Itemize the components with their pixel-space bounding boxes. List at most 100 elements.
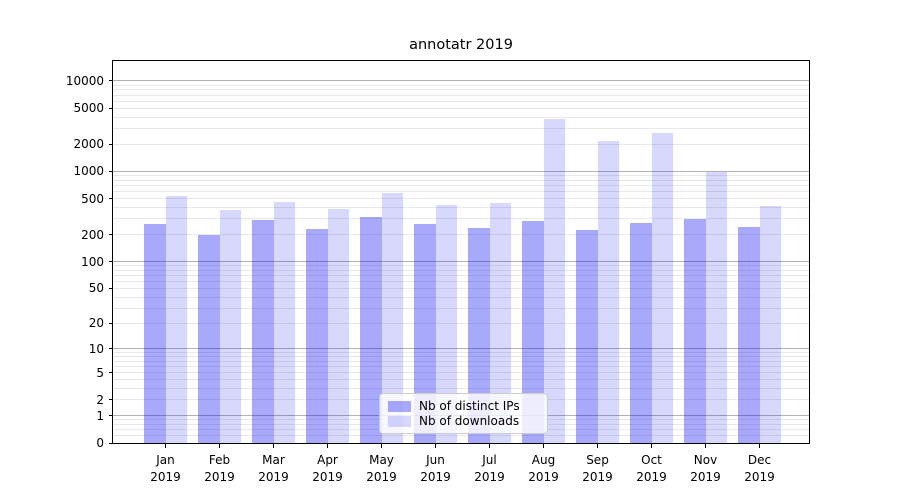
y-axis-tick <box>109 198 113 200</box>
legend-label-downloads: Nb of downloads <box>419 414 520 428</box>
major-gridline <box>113 261 809 263</box>
minor-gridline <box>113 191 809 192</box>
x-label-month: Jul <box>482 453 497 467</box>
downloads-bar-dec <box>759 206 781 443</box>
minor-gridline <box>113 94 809 96</box>
x-label-month: Aug <box>531 453 556 467</box>
minor-gridline <box>113 269 809 271</box>
y-axis-tick-label: 2 <box>96 392 104 407</box>
downloads-bar-nov <box>705 172 727 443</box>
downloads-bar-feb <box>219 209 241 443</box>
downloads-bar-aug <box>543 118 565 443</box>
x-label-month: Jun <box>426 453 445 467</box>
x-axis-tick <box>165 444 166 448</box>
y-axis-tick <box>109 415 113 417</box>
y-axis-tick <box>109 170 113 172</box>
y-axis-tick-label: 50 <box>88 281 104 296</box>
major-gridline <box>113 170 809 172</box>
minor-gridline <box>113 388 809 389</box>
downloads-bar-sep <box>597 140 619 443</box>
minor-gridline <box>113 184 809 186</box>
minor-gridline <box>113 234 809 236</box>
x-label-year: 2019 <box>150 469 181 484</box>
ips-bar-oct <box>630 222 652 443</box>
x-label-month: Oct <box>641 453 662 467</box>
minor-gridline <box>113 280 809 282</box>
x-label-month: Apr <box>317 453 338 467</box>
x-axis-tick-label: Apr 2019 <box>298 452 358 485</box>
minor-gridline <box>113 143 809 145</box>
x-axis-tick-label: Mar 2019 <box>244 452 304 485</box>
downloads-bar-jul <box>489 203 511 443</box>
legend-item-downloads: Nb of downloads <box>388 414 538 428</box>
x-label-month: Mar <box>262 453 285 467</box>
ips-bar-mar <box>252 220 274 443</box>
downloads-bar-apr <box>327 208 349 443</box>
minor-gridline <box>113 366 809 368</box>
x-label-month: Dec <box>747 453 772 467</box>
chart-title: annotatr 2019 <box>409 37 513 53</box>
x-label-year: 2019 <box>366 469 397 484</box>
minor-gridline <box>113 175 809 177</box>
y-axis-tick <box>109 143 113 145</box>
x-axis-tick <box>543 444 544 448</box>
ips-bar-nov <box>684 219 706 443</box>
minor-gridline <box>113 89 809 91</box>
y-axis-tick-label: 10 <box>88 341 104 356</box>
ips-bar-dec <box>738 227 760 443</box>
x-axis-tick-label: Dec 2019 <box>730 452 790 485</box>
y-axis-tick-label: 500 <box>81 191 104 206</box>
major-gridline <box>113 80 809 82</box>
minor-gridline <box>113 307 809 309</box>
plot-area <box>113 61 809 443</box>
y-axis-tick <box>109 287 113 289</box>
minor-gridline <box>113 352 809 353</box>
minor-gridline <box>113 274 809 276</box>
ips-bar-jan <box>144 223 166 443</box>
y-axis-tick-label: 10000 <box>65 73 104 88</box>
x-axis-tick <box>273 444 274 448</box>
x-axis-tick-label: Nov 2019 <box>676 452 736 485</box>
legend: Nb of distinct IPs Nb of downloads <box>379 393 548 434</box>
legend-label-distinct-ips: Nb of distinct IPs <box>419 399 520 413</box>
y-axis-tick-label: 5000 <box>73 101 104 116</box>
y-axis-tick <box>109 442 113 444</box>
x-axis-tick <box>435 444 436 448</box>
x-label-month: May <box>369 453 394 467</box>
y-axis-tick-label: 100 <box>81 254 104 269</box>
x-axis-tick-label: Oct 2019 <box>622 452 682 485</box>
x-axis-tick <box>597 444 598 448</box>
ips-bar-may <box>360 217 382 443</box>
x-axis-tick-label: Jun 2019 <box>406 452 466 485</box>
x-label-month: Nov <box>693 453 718 467</box>
minor-gridline <box>113 100 809 102</box>
downloads-bar-may <box>381 192 403 443</box>
x-axis-tick-label: Sep 2019 <box>568 452 628 485</box>
x-axis-tick <box>219 444 220 448</box>
x-label-year: 2019 <box>690 469 721 484</box>
x-axis-tick <box>705 444 706 448</box>
minor-gridline <box>113 84 809 86</box>
x-label-month: Jan <box>156 453 175 467</box>
downloads-bar-oct <box>651 133 673 443</box>
x-label-year: 2019 <box>312 469 343 484</box>
x-label-year: 2019 <box>474 469 505 484</box>
y-axis-tick <box>109 234 113 236</box>
x-label-year: 2019 <box>744 469 775 484</box>
y-axis-tick <box>109 372 113 374</box>
minor-gridline <box>113 322 809 324</box>
y-axis-tick-label: 20 <box>88 316 104 331</box>
minor-gridline <box>113 435 809 437</box>
x-label-month: Sep <box>586 453 609 467</box>
ips-bar-sep <box>576 229 598 443</box>
x-axis-tick <box>759 444 760 448</box>
legend-item-distinct-ips: Nb of distinct IPs <box>388 399 538 413</box>
ips-bar-jul <box>468 227 490 443</box>
y-axis-tick-label: 2000 <box>73 137 104 152</box>
y-axis-tick <box>109 399 113 401</box>
x-label-year: 2019 <box>528 469 559 484</box>
x-label-year: 2019 <box>420 469 451 484</box>
x-label-year: 2019 <box>636 469 667 484</box>
x-axis-tick-label: May 2019 <box>352 452 412 485</box>
